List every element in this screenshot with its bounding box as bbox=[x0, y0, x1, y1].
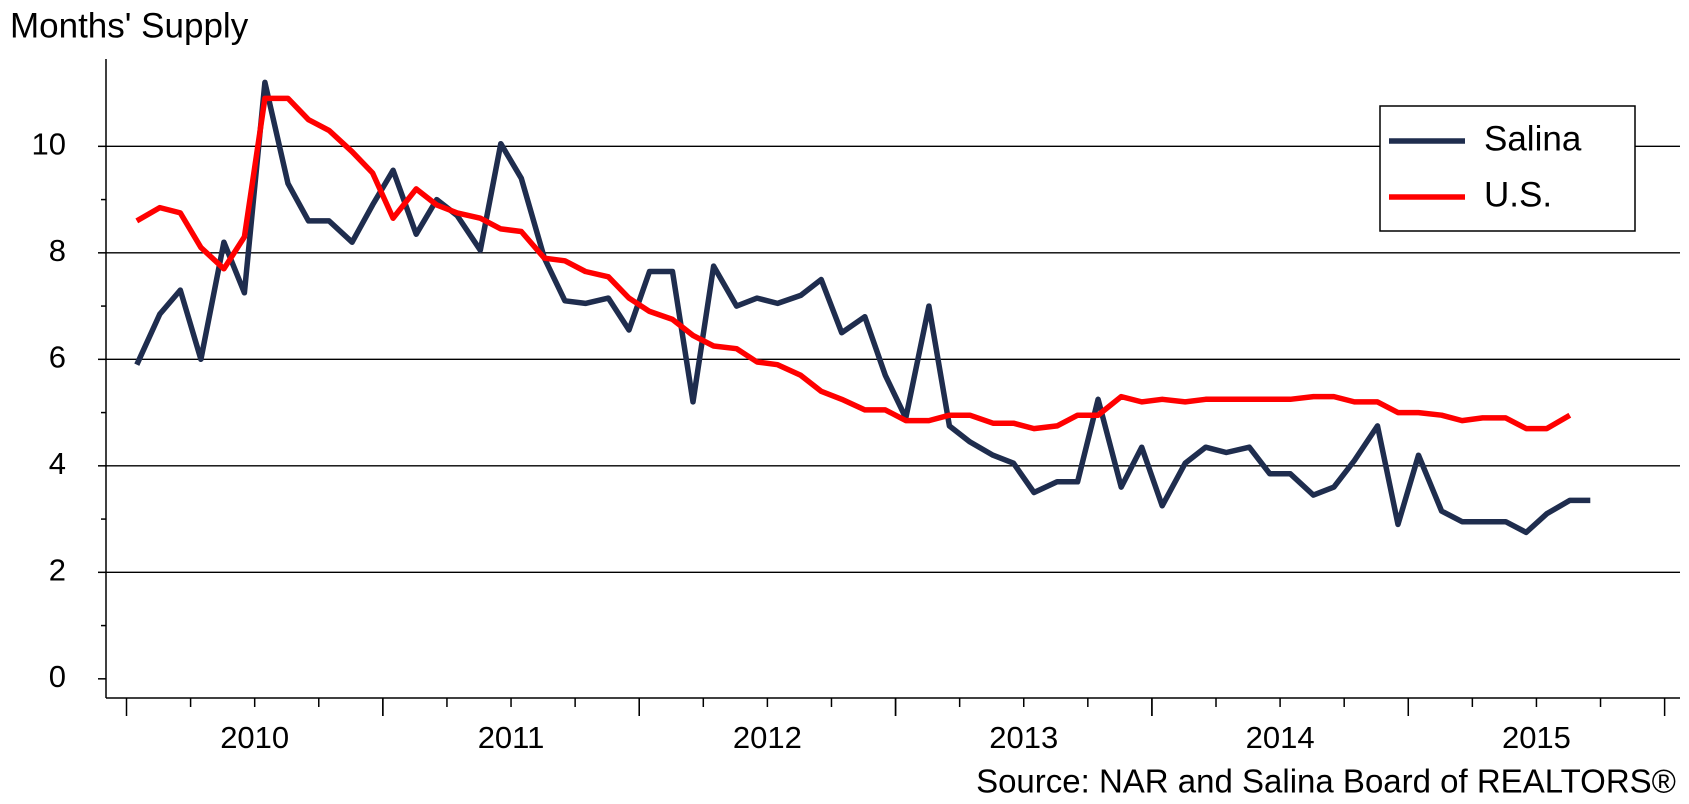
y-tick-label: 2 bbox=[49, 553, 66, 588]
y-tick-label: 4 bbox=[49, 446, 66, 481]
chart-title: Months' Supply bbox=[10, 6, 249, 45]
legend-label: Salina bbox=[1484, 119, 1582, 158]
x-tick-label: 2014 bbox=[1246, 720, 1315, 755]
y-tick-label: 10 bbox=[32, 127, 66, 162]
y-tick-label: 6 bbox=[49, 340, 66, 375]
legend-box bbox=[1379, 105, 1636, 232]
source-note: Source: NAR and Salina Board of REALTORS… bbox=[976, 763, 1676, 800]
y-tick-label: 0 bbox=[49, 659, 66, 694]
x-tick-label: 2010 bbox=[220, 720, 289, 755]
x-tick-label: 2012 bbox=[733, 720, 802, 755]
x-tick-label: 2015 bbox=[1502, 720, 1571, 755]
legend-label: U.S. bbox=[1484, 175, 1552, 214]
y-tick-label: 8 bbox=[49, 233, 66, 268]
x-tick-label: 2011 bbox=[478, 720, 545, 755]
series-line bbox=[135, 95, 1572, 432]
x-tick-label: 2013 bbox=[989, 720, 1058, 755]
series-line bbox=[134, 79, 1591, 536]
